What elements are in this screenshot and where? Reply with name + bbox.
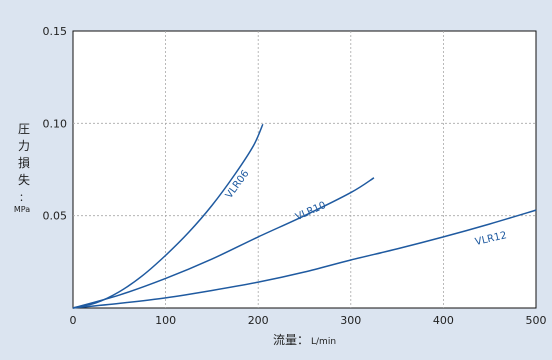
- x-tick-label: 400: [433, 314, 454, 327]
- x-axis-label: 流量： L/min: [273, 333, 336, 347]
- y-axis-label-char: 損: [18, 155, 30, 170]
- x-axis-label-unit: L/min: [311, 337, 336, 347]
- y-tick-labels: 0.05 0.10 0.15: [43, 25, 68, 223]
- x-tick-label: 300: [340, 314, 361, 327]
- grid: [73, 31, 536, 308]
- plot-area: [72, 30, 537, 309]
- x-tick-label: 200: [248, 314, 269, 327]
- y-axis-label-char: 力: [18, 139, 30, 153]
- x-tick-labels: 0 100 200 300 400 500: [70, 314, 547, 327]
- y-axis-label-char: ：: [19, 193, 29, 204]
- series-line-vlr10: [72, 177, 375, 309]
- x-tick-label: 0: [70, 314, 77, 327]
- y-axis-label-char: 圧: [18, 122, 30, 136]
- y-axis-label-char: 失: [18, 172, 30, 187]
- x-tick-label: 500: [526, 314, 547, 327]
- y-tick-label: 0.05: [43, 210, 68, 223]
- series-line-vlr12: [72, 209, 537, 309]
- y-axis-unit: MPa: [14, 205, 30, 214]
- y-tick-label: 0.10: [43, 117, 68, 130]
- y-tick-label: 0.15: [43, 25, 68, 38]
- x-tick-label: 100: [155, 314, 176, 327]
- x-axis-label-main: 流量：: [273, 333, 309, 347]
